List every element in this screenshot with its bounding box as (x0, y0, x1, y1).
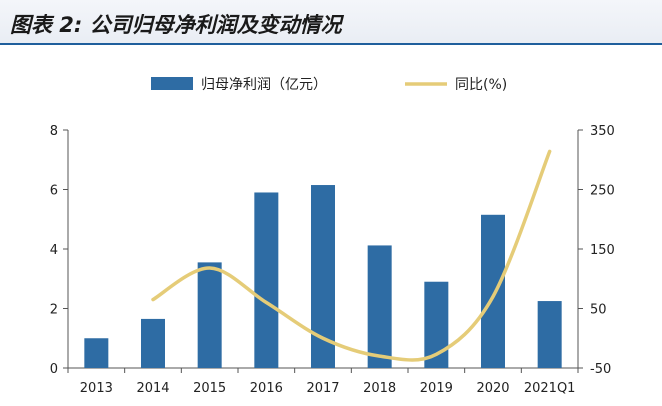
x-tick-label: 2014 (136, 381, 169, 396)
y-left-tick-label: 0 (50, 362, 58, 377)
x-tick-label: 2013 (80, 381, 113, 396)
line-yoy-series (151, 149, 552, 362)
x-tick-label: 2019 (420, 381, 453, 396)
y-right-tick-label: 250 (590, 184, 615, 199)
y-left-tick-label: 8 (50, 124, 58, 139)
bar-2015 (197, 262, 222, 368)
bar-2018 (367, 245, 392, 368)
y-right-tick-label: 350 (590, 124, 615, 139)
legend-label-line: 同比(%) (455, 77, 507, 93)
figure-header: 图表 2: 公司归母净利润及变动情况 (0, 0, 662, 45)
legend-label-bar: 归母净利润（亿元） (201, 76, 327, 93)
x-tick-label: 2017 (306, 381, 339, 396)
header-rule (0, 43, 662, 45)
x-tick-label: 2020 (476, 381, 509, 396)
bar-2013 (84, 338, 109, 368)
bar-2014 (141, 318, 165, 368)
y-right-tick-label: 150 (590, 243, 615, 258)
bar-2020 (481, 214, 505, 368)
y-right-tick-label: 50 (590, 303, 607, 318)
x-tick-label: 2021Q1 (524, 381, 576, 396)
y-right-tick-label: -50 (590, 362, 611, 377)
x-tick-label: 2018 (363, 381, 396, 396)
y-left-tick-label: 2 (50, 303, 58, 318)
x-tick-label: 2016 (250, 381, 283, 396)
bar-2016 (254, 192, 279, 368)
figure-title: 图表 2: 公司归母净利润及变动情况 (10, 13, 342, 37)
y-left-tick-label: 6 (50, 184, 58, 199)
legend-swatch-bar (151, 77, 193, 90)
x-tick-label: 2015 (193, 381, 226, 396)
y-left-tick-label: 4 (50, 243, 58, 258)
bar-2021Q1 (537, 301, 562, 368)
